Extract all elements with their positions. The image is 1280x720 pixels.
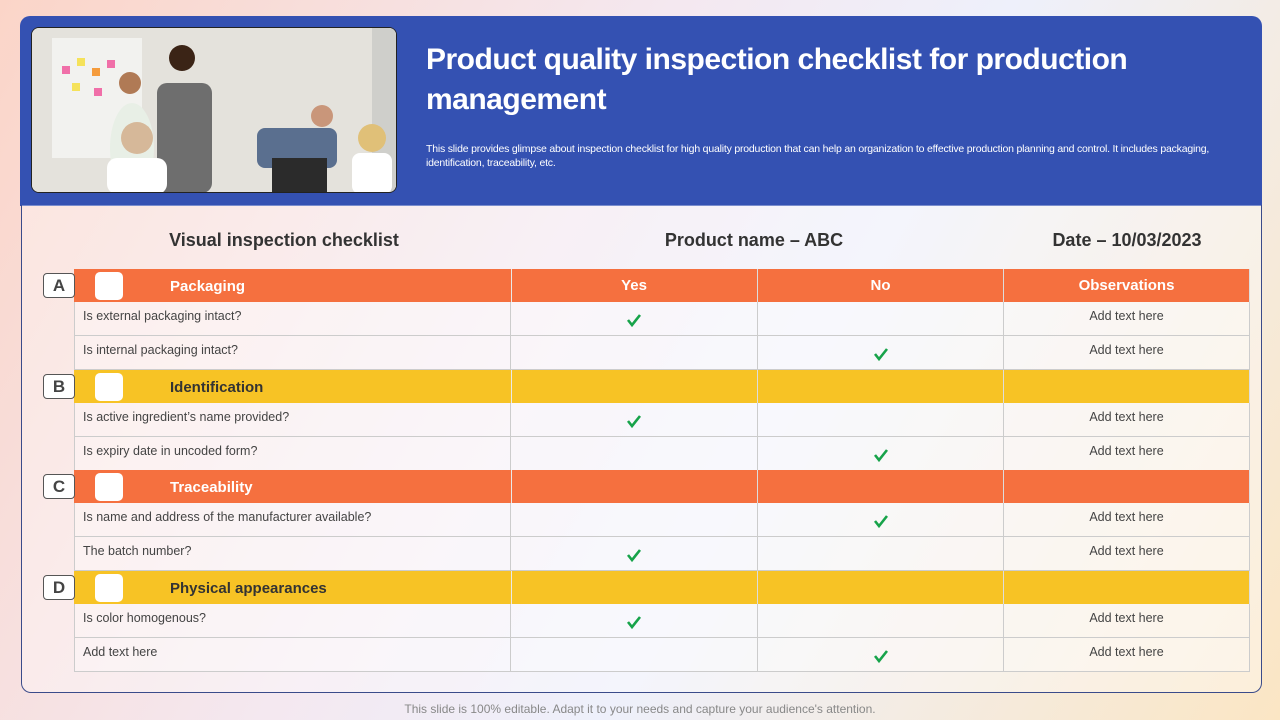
check-mark xyxy=(873,648,889,664)
question-cell: Is name and address of the manufacturer … xyxy=(74,503,511,537)
section-cell xyxy=(758,470,1004,503)
section-title: Traceability xyxy=(170,479,253,496)
row-bg xyxy=(74,437,1250,471)
check-mark xyxy=(626,547,642,563)
row-bg xyxy=(74,537,1250,571)
check-icon xyxy=(626,314,642,328)
no-cell xyxy=(758,503,1004,537)
observation-cell: Add text here xyxy=(1004,437,1250,471)
yes-cell xyxy=(511,638,758,672)
check-mark xyxy=(873,513,889,529)
section-title: Packaging xyxy=(170,278,246,295)
yes-cell xyxy=(511,503,758,537)
section-letter: C xyxy=(43,474,75,499)
observation-cell: Add text here xyxy=(1004,503,1250,537)
section-icon xyxy=(95,373,123,401)
section-icon xyxy=(95,574,123,602)
section-cell xyxy=(758,370,1004,403)
no-cell xyxy=(758,604,1004,638)
product-label: Product name – ABC xyxy=(664,230,844,250)
section-row xyxy=(74,269,1250,302)
check-icon xyxy=(873,348,889,362)
no-cell xyxy=(758,638,1004,672)
photo xyxy=(31,27,397,193)
observation-cell: Add text here xyxy=(1004,604,1250,638)
question-cell: Add text here xyxy=(74,638,511,672)
section-letter: B xyxy=(43,374,75,399)
check-icon xyxy=(626,549,642,563)
row-bg xyxy=(74,604,1250,638)
check-icon xyxy=(626,415,642,429)
section-cell xyxy=(1004,370,1250,403)
section-cell xyxy=(511,470,758,503)
section-divider xyxy=(511,370,512,403)
question-cell: Is internal packaging intact? xyxy=(74,336,511,370)
section-cell xyxy=(511,370,758,403)
checklist-label: Visual inspection checklist xyxy=(169,230,399,250)
section-row xyxy=(74,470,1250,503)
section-title: Identification xyxy=(170,379,264,396)
yes-cell xyxy=(511,403,758,437)
row-bg xyxy=(74,503,1250,537)
check-icon xyxy=(873,650,889,664)
section-divider xyxy=(511,571,512,604)
section-icon xyxy=(95,272,123,300)
check-icon xyxy=(626,616,642,630)
yes-cell xyxy=(511,604,758,638)
observation-cell: Add text here xyxy=(1004,537,1250,571)
yes-cell xyxy=(511,437,758,471)
check-mark xyxy=(873,447,889,463)
section-cell xyxy=(1004,470,1250,503)
question-cell: Is active ingredient’s name provided? xyxy=(74,403,511,437)
section-cell xyxy=(758,571,1004,604)
question-cell: Is expiry date in uncoded form? xyxy=(74,437,511,471)
question-cell: The batch number? xyxy=(74,537,511,571)
section-letter: D xyxy=(43,575,75,600)
check-mark xyxy=(626,413,642,429)
check-mark xyxy=(626,614,642,630)
check-mark xyxy=(626,312,642,328)
row-bg xyxy=(74,403,1250,437)
no-cell xyxy=(758,336,1004,370)
check-icon xyxy=(873,515,889,529)
row-bg xyxy=(74,302,1250,336)
check-mark xyxy=(873,346,889,362)
date-label: Date – 10/03/2023 xyxy=(1052,230,1202,250)
section-divider xyxy=(511,470,512,503)
observation-cell: Add text here xyxy=(1004,638,1250,672)
section-cell xyxy=(1004,571,1250,604)
section-letter: A xyxy=(43,273,75,298)
section-row xyxy=(74,370,1250,403)
row-bg xyxy=(74,336,1250,370)
row-bg xyxy=(74,638,1250,672)
observation-cell: Add text here xyxy=(1004,302,1250,336)
section-title: Physical appearances xyxy=(170,580,327,597)
section-cell: No xyxy=(758,269,1004,302)
title: Product quality inspection checklist for… xyxy=(426,43,1128,116)
yes-cell xyxy=(511,537,758,571)
observation-cell: Add text here xyxy=(1004,403,1250,437)
yes-cell xyxy=(511,336,758,370)
description: This slide provides glimpse about inspec… xyxy=(426,143,1210,169)
no-cell xyxy=(758,302,1004,336)
section-row xyxy=(74,571,1250,604)
no-cell xyxy=(758,537,1004,571)
check-icon xyxy=(873,449,889,463)
section-cell: Observations xyxy=(1004,269,1250,302)
section-cell: Yes xyxy=(511,269,758,302)
question-cell: Is color homogenous? xyxy=(74,604,511,638)
observation-cell: Add text here xyxy=(1004,336,1250,370)
yes-cell xyxy=(511,302,758,336)
section-divider xyxy=(511,269,512,302)
section-icon xyxy=(95,473,123,501)
photo-art xyxy=(32,28,396,192)
footer: This slide is 100% editable. Adapt it to… xyxy=(404,702,876,716)
question-cell: Is external packaging intact? xyxy=(74,302,511,336)
section-cell xyxy=(511,571,758,604)
no-cell xyxy=(758,403,1004,437)
